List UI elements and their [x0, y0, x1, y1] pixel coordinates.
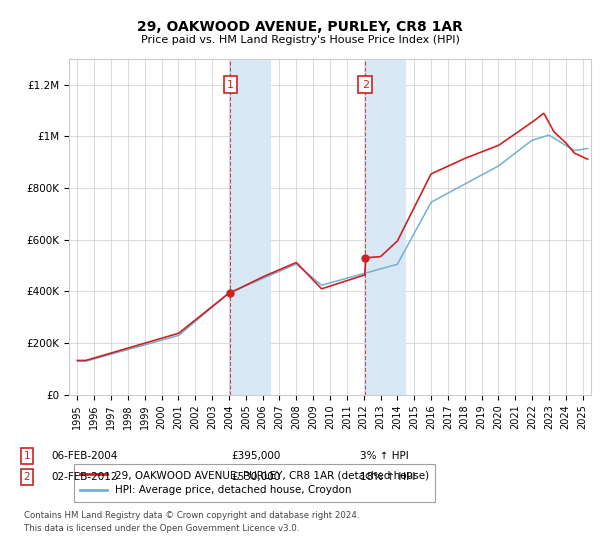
Text: 02-FEB-2012: 02-FEB-2012 — [51, 472, 118, 482]
Text: £395,000: £395,000 — [231, 451, 280, 461]
Text: 2: 2 — [23, 472, 31, 482]
Text: Price paid vs. HM Land Registry's House Price Index (HPI): Price paid vs. HM Land Registry's House … — [140, 35, 460, 45]
Text: £530,000: £530,000 — [231, 472, 280, 482]
Text: 3% ↑ HPI: 3% ↑ HPI — [360, 451, 409, 461]
Text: 1: 1 — [23, 451, 31, 461]
Text: Contains HM Land Registry data © Crown copyright and database right 2024.: Contains HM Land Registry data © Crown c… — [24, 511, 359, 520]
Text: 18% ↑ HPI: 18% ↑ HPI — [360, 472, 415, 482]
Text: 1: 1 — [227, 80, 234, 90]
Text: This data is licensed under the Open Government Licence v3.0.: This data is licensed under the Open Gov… — [24, 524, 299, 533]
Text: 2: 2 — [362, 80, 369, 90]
Text: 06-FEB-2004: 06-FEB-2004 — [51, 451, 118, 461]
Text: 29, OAKWOOD AVENUE, PURLEY, CR8 1AR: 29, OAKWOOD AVENUE, PURLEY, CR8 1AR — [137, 20, 463, 34]
Bar — [364, 59, 406, 395]
Bar — [230, 59, 271, 395]
Legend: 29, OAKWOOD AVENUE, PURLEY, CR8 1AR (detached house), HPI: Average price, detach: 29, OAKWOOD AVENUE, PURLEY, CR8 1AR (det… — [74, 464, 435, 502]
